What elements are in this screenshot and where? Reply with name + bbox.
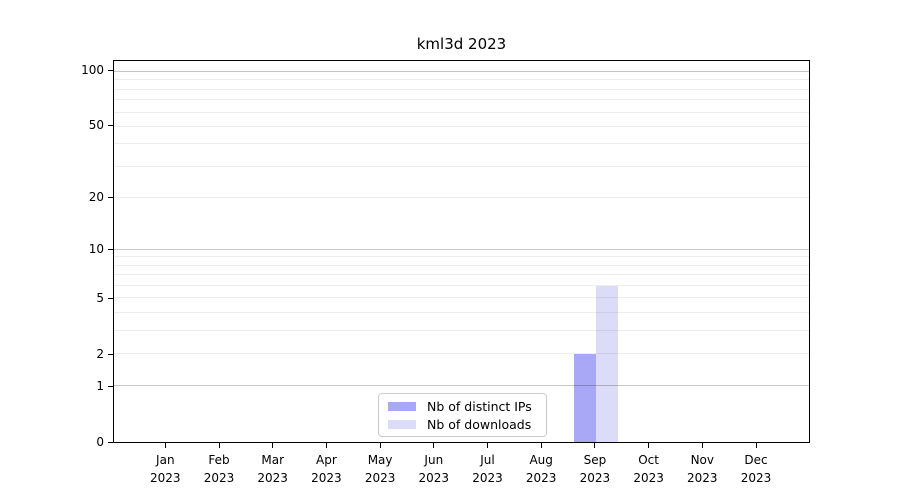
x-tick-month: Oct <box>638 453 659 467</box>
x-tick-label-aug: Aug 2023 <box>509 451 573 487</box>
x-tick-month: Nov <box>690 453 714 467</box>
x-tick-month: Sep <box>583 453 607 467</box>
x-tick-month: Jun <box>424 453 444 467</box>
x-tick-year: 2023 <box>525 471 557 485</box>
gridline <box>114 79 809 81</box>
x-tick-month: Mar <box>261 453 284 467</box>
y-tick-label-5: 5 <box>96 290 104 305</box>
legend-item-distinct-ips: Nb of distinct IPs <box>388 397 537 415</box>
y-tick <box>108 386 113 388</box>
y-tick-label-50: 50 <box>88 118 104 133</box>
x-tick-label-jul: Jul 2023 <box>456 451 520 487</box>
x-tick-label-apr: Apr 2023 <box>294 451 358 487</box>
gridline <box>114 274 809 276</box>
x-tick-year: 2023 <box>418 471 450 485</box>
gridline <box>114 285 809 287</box>
legend-swatch-downloads <box>388 419 416 429</box>
legend-label-distinct-ips: Nb of distinct IPs <box>427 398 532 414</box>
y-tick-label-10: 10 <box>88 241 104 256</box>
plot-area: Nb of distinct IPs Nb of downloads <box>113 60 810 443</box>
gridline <box>114 165 809 167</box>
x-tick <box>594 443 596 448</box>
gridline <box>114 248 809 250</box>
x-tick-label-jan: Jan 2023 <box>133 451 197 487</box>
gridline <box>114 256 809 258</box>
gridline <box>114 264 809 266</box>
y-tick-label-20: 20 <box>88 189 104 204</box>
x-tick <box>433 443 435 448</box>
x-tick-year: 2023 <box>203 471 235 485</box>
legend-swatch-distinct-ips <box>388 401 416 411</box>
gridline <box>114 71 809 73</box>
x-tick <box>648 443 650 448</box>
x-tick-label-may: May 2023 <box>348 451 412 487</box>
bar-distinct-ips-sep <box>573 353 596 442</box>
x-tick-year: 2023 <box>740 471 772 485</box>
x-tick-year: 2023 <box>687 471 718 485</box>
gridline <box>114 111 809 113</box>
legend: Nb of distinct IPs Nb of downloads <box>378 393 547 437</box>
y-tick-label-2: 2 <box>96 346 104 361</box>
gridline <box>114 312 809 313</box>
x-tick-month: May <box>367 453 393 467</box>
bar-downloads-sep <box>595 286 618 442</box>
y-tick <box>108 248 113 250</box>
x-tick-month: Aug <box>529 453 553 467</box>
x-tick-label-jun: Jun 2023 <box>402 451 466 487</box>
gridline <box>114 196 809 198</box>
x-tick-year: 2023 <box>633 471 664 485</box>
x-tick-year: 2023 <box>257 471 288 485</box>
x-tick <box>379 443 381 448</box>
gridline <box>114 352 809 354</box>
x-tick-month: Jan <box>156 453 175 467</box>
y-tick-label-0: 0 <box>96 435 104 449</box>
x-tick <box>218 443 220 448</box>
x-tick-year: 2023 <box>472 471 503 485</box>
x-tick-year: 2023 <box>311 471 342 485</box>
x-tick-month: Dec <box>744 453 768 467</box>
x-tick <box>487 443 488 448</box>
x-tick-month: Apr <box>316 453 337 467</box>
y-tick-label-100: 100 <box>81 63 104 78</box>
gridline <box>114 329 809 331</box>
x-tick-label-feb: Feb 2023 <box>187 451 251 487</box>
x-tick-month: Jul <box>480 453 495 467</box>
x-tick-year: 2023 <box>579 471 611 485</box>
gridline <box>114 88 809 90</box>
x-tick-year: 2023 <box>150 471 181 485</box>
y-tick <box>108 297 113 299</box>
gridline <box>114 125 809 127</box>
x-tick-label-dec: Dec 2023 <box>724 451 788 487</box>
x-tick-label-oct: Oct 2023 <box>617 451 681 487</box>
gridline <box>114 385 809 387</box>
x-tick-year: 2023 <box>364 471 396 485</box>
x-tick-month: Feb <box>208 453 230 467</box>
x-tick <box>164 443 166 448</box>
y-tick <box>108 196 113 198</box>
y-tick <box>108 125 113 127</box>
x-tick <box>325 443 327 448</box>
x-tick <box>272 443 274 448</box>
x-tick-label-nov: Nov 2023 <box>670 451 734 487</box>
y-tick <box>108 442 113 443</box>
gridline <box>114 99 809 101</box>
gridline <box>114 143 809 145</box>
x-tick-label-mar: Mar 2023 <box>241 451 305 487</box>
gridline <box>114 297 809 299</box>
y-tick <box>108 353 113 355</box>
x-tick <box>755 443 757 448</box>
chart-title: kml3d 2023 <box>416 35 507 53</box>
x-tick <box>540 443 542 448</box>
y-tick-label-1: 1 <box>96 379 104 394</box>
legend-item-downloads: Nb of downloads <box>388 415 537 433</box>
y-tick <box>108 70 113 72</box>
x-tick-label-sep: Sep 2023 <box>563 451 627 487</box>
x-tick <box>701 443 703 448</box>
legend-label-downloads: Nb of downloads <box>427 416 532 432</box>
